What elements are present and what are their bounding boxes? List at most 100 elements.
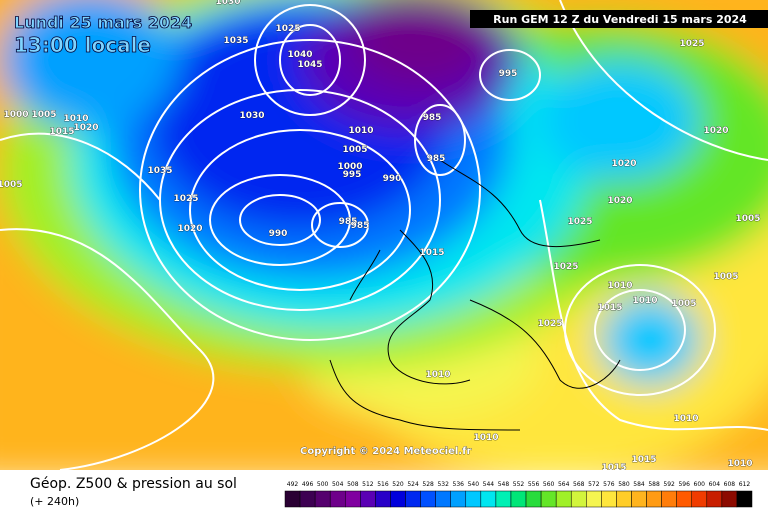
isobar-label: 1000 bbox=[337, 162, 362, 172]
legend-swatch bbox=[601, 490, 617, 508]
isobar-label: 1020 bbox=[607, 196, 632, 206]
isobar-label: 985 bbox=[427, 154, 446, 164]
isobar-label: 985 bbox=[339, 217, 358, 227]
legend-swatch bbox=[360, 490, 376, 508]
isobar-label: 1035 bbox=[223, 36, 248, 46]
footer-title: Géop. Z500 & pression au sol bbox=[30, 476, 237, 492]
run-box bbox=[470, 10, 768, 28]
isobar-label: 1045 bbox=[297, 60, 322, 70]
legend-swatch bbox=[345, 490, 361, 508]
legend-label: 584 bbox=[633, 481, 645, 488]
date-label: Lundi 25 mars 2024 bbox=[14, 13, 192, 32]
legend-label: 596 bbox=[678, 481, 690, 488]
isobar-label: 1025 bbox=[553, 262, 578, 272]
legend-label: 556 bbox=[528, 481, 540, 488]
legend-label: 608 bbox=[724, 481, 736, 488]
coastlines bbox=[329, 159, 621, 431]
time-label: 13:00 locale bbox=[14, 33, 151, 57]
isobar-label: 1020 bbox=[703, 126, 728, 136]
isobar-label: 1010 bbox=[727, 459, 752, 469]
isobar-label: 1010 bbox=[632, 296, 657, 306]
legend-swatch bbox=[525, 490, 542, 508]
isobar-label: 1010 bbox=[348, 126, 373, 136]
legend-label: 560 bbox=[543, 481, 555, 488]
field bbox=[0, 0, 768, 480]
legend-swatch bbox=[465, 490, 482, 508]
isobar-label: 1015 bbox=[49, 127, 74, 137]
isobar-label: 1025 bbox=[173, 194, 198, 204]
legend-label: 500 bbox=[317, 481, 329, 488]
isobar-label: 1005 bbox=[713, 272, 738, 282]
isobar-label: 1015 bbox=[631, 455, 656, 465]
legend-swatch bbox=[691, 490, 708, 508]
legend-label: 524 bbox=[407, 481, 419, 488]
legend-swatch bbox=[450, 490, 467, 508]
legend-swatch bbox=[736, 490, 753, 508]
legend-label: 568 bbox=[573, 481, 585, 488]
legend-swatch bbox=[510, 490, 527, 508]
legend-swatch bbox=[375, 490, 391, 508]
legend-swatch bbox=[435, 490, 451, 508]
copyright: Copyright © 2024 Meteociel.fr bbox=[300, 446, 471, 457]
legend-label: 580 bbox=[618, 481, 630, 488]
run-label: Run GEM 12 Z du Vendredi 15 mars 2024 bbox=[493, 13, 747, 26]
isobar-label: 1010 bbox=[607, 281, 632, 291]
legend-swatch bbox=[721, 490, 738, 508]
isobar-label: 1025 bbox=[537, 319, 562, 329]
isobar-label: 1025 bbox=[275, 24, 300, 34]
isobar-label: 1005 bbox=[0, 180, 23, 190]
isobar-label: 1040 bbox=[287, 50, 312, 60]
isobar-label: 985 bbox=[423, 113, 442, 123]
legend-label: 508 bbox=[347, 481, 359, 488]
legend-swatch bbox=[586, 490, 602, 508]
legend-swatch bbox=[676, 490, 692, 508]
legend-swatch bbox=[329, 490, 346, 508]
legend-swatch bbox=[555, 490, 572, 508]
legend-swatch bbox=[661, 490, 677, 508]
legend-label: 532 bbox=[437, 481, 449, 488]
isobar-label: 1010 bbox=[425, 370, 450, 380]
legend-swatch bbox=[570, 490, 587, 508]
isobar-label: 1005 bbox=[735, 214, 760, 224]
legend-label: 492 bbox=[287, 481, 299, 488]
isobar-label: 1015 bbox=[419, 248, 444, 258]
legend-swatch bbox=[706, 490, 723, 508]
legend-swatch bbox=[480, 490, 497, 508]
isobars bbox=[0, 0, 768, 470]
isobar-label: 1020 bbox=[611, 159, 636, 169]
legend-label: 600 bbox=[694, 481, 706, 488]
isobar-label: 985 bbox=[351, 221, 370, 231]
legend-label: 552 bbox=[513, 481, 525, 488]
isobar-label: 1035 bbox=[147, 166, 172, 176]
legend-label: 612 bbox=[739, 481, 751, 488]
legend-swatch bbox=[631, 490, 647, 508]
legend-swatch bbox=[646, 490, 662, 508]
isobar-label: 990 bbox=[383, 174, 402, 184]
legend-label: 520 bbox=[392, 481, 404, 488]
legend-swatch bbox=[390, 490, 406, 508]
isobar-label: 1000 bbox=[3, 110, 28, 120]
legend-label: 544 bbox=[483, 481, 495, 488]
isobar-label: 1020 bbox=[73, 123, 98, 133]
isobar-label: 1005 bbox=[342, 145, 367, 155]
footer-lead: (+ 240h) bbox=[30, 495, 79, 508]
isobar-label: 995 bbox=[499, 69, 518, 79]
legend-label: 496 bbox=[302, 481, 314, 488]
legend-swatch bbox=[616, 490, 632, 508]
isobar-label: 1015 bbox=[601, 463, 626, 473]
isobar-label: 1030 bbox=[215, 0, 240, 7]
legend-label: 592 bbox=[663, 481, 675, 488]
legend-label: 512 bbox=[362, 481, 374, 488]
legend: 492 496 500 504 508 512 516 520 524 528 532 536 540 5… bbox=[284, 481, 753, 508]
isobar-label: 1015 bbox=[597, 303, 622, 313]
legend-label: 604 bbox=[709, 481, 721, 488]
isobar-label: 1005 bbox=[671, 299, 696, 309]
legend-label: 528 bbox=[422, 481, 434, 488]
legend-swatch bbox=[420, 490, 436, 508]
isobar-label: 1010 bbox=[473, 433, 498, 443]
legend-label: 564 bbox=[558, 481, 570, 488]
legend-swatch bbox=[540, 490, 557, 508]
isobar-label: 1005 bbox=[31, 110, 56, 120]
